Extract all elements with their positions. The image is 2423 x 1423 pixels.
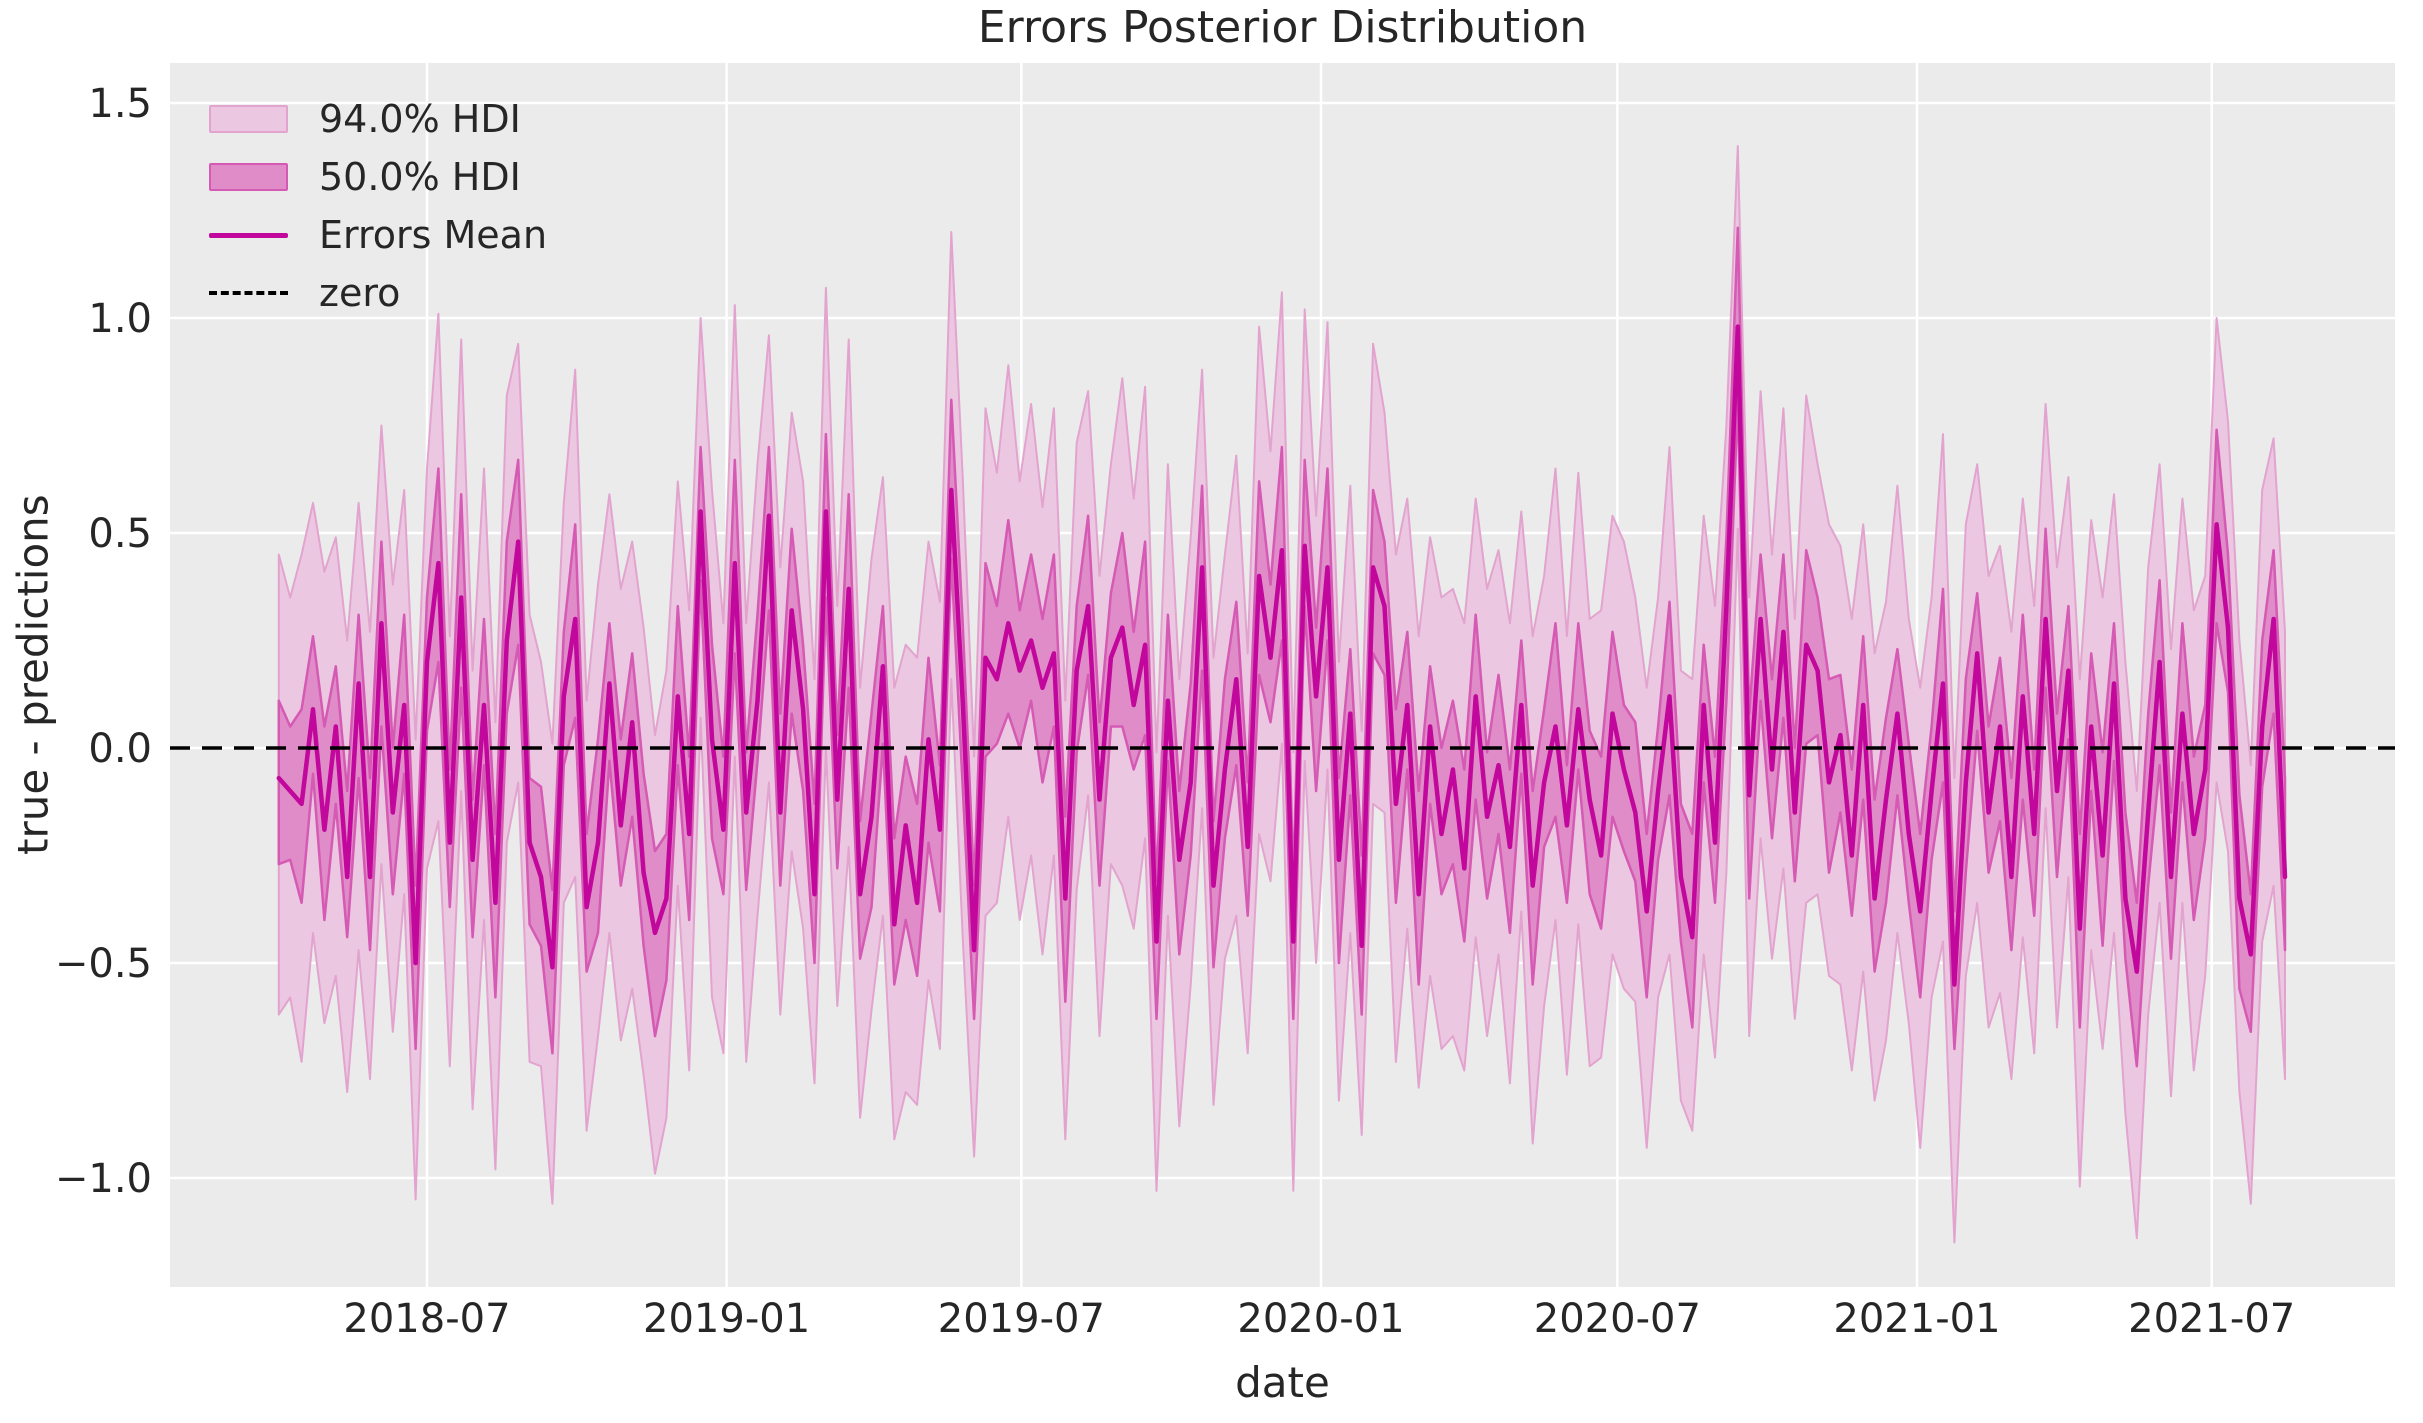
y-tick-label: 1.0	[88, 296, 152, 342]
y-tick-label: 0.5	[88, 511, 152, 557]
hdi-50-band	[277, 226, 2287, 1068]
y-axis-label: true - predictions	[8, 494, 58, 856]
y-tick-label: 1.5	[88, 81, 152, 127]
x-tick-label: 2018-07	[343, 1296, 510, 1342]
x-tick-label: 2019-01	[643, 1296, 810, 1342]
hdi-94-band	[277, 145, 2286, 1244]
legend-item-zero: zero	[209, 264, 547, 322]
legend: 94.0% HDI 50.0% HDI Errors Mean zero	[209, 90, 547, 322]
legend-label: zero	[319, 271, 401, 315]
x-tick-label: 2020-01	[1237, 1296, 1404, 1342]
y-tick-label: −1.0	[55, 1156, 152, 1202]
hdi94-band-swatch-icon	[209, 105, 288, 133]
zero-dash-swatch-icon	[209, 291, 288, 295]
y-tick-label: 0.0	[88, 726, 152, 772]
chart-title: Errors Posterior Distribution	[977, 2, 1588, 53]
y-tick-label: −0.5	[55, 941, 152, 987]
x-tick-label: 2021-07	[2128, 1296, 2295, 1342]
x-axis-label: date	[1235, 1358, 1330, 1407]
x-tick-label: 2020-07	[1534, 1296, 1701, 1342]
legend-item-errors-mean: Errors Mean	[209, 206, 547, 264]
legend-label: Errors Mean	[319, 213, 548, 257]
legend-label: 50.0% HDI	[319, 155, 521, 199]
legend-item-50hdi: 50.0% HDI	[209, 148, 547, 206]
hdi50-band-swatch-icon	[209, 163, 288, 191]
legend-item-94hdi: 94.0% HDI	[209, 90, 547, 148]
mean-line-swatch-icon	[209, 232, 288, 238]
x-tick-label: 2021-01	[1833, 1296, 2000, 1342]
errors-mean-line	[276, 324, 2288, 987]
x-tick-label: 2019-07	[938, 1296, 1105, 1342]
legend-label: 94.0% HDI	[319, 97, 521, 141]
